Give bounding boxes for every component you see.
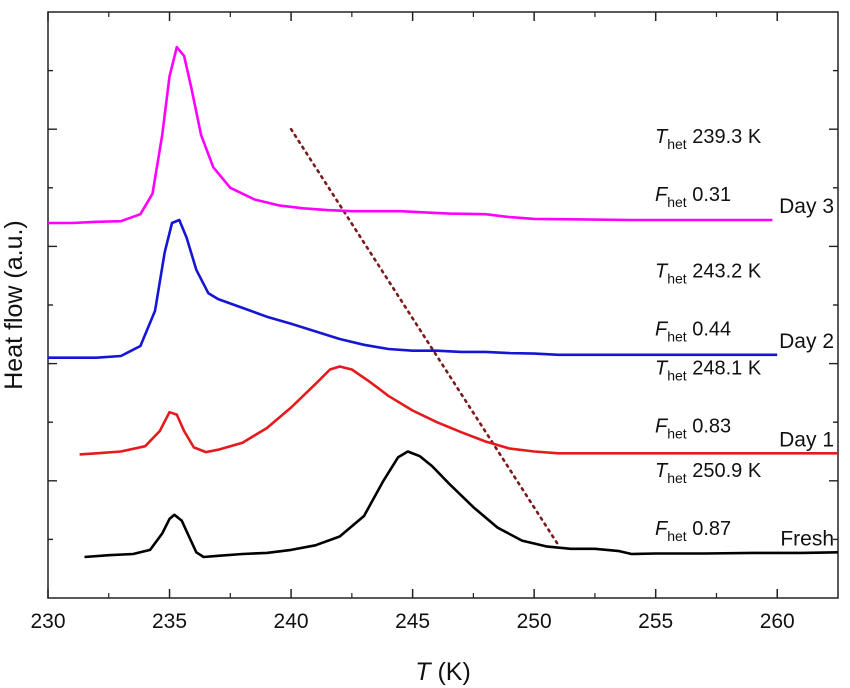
series-line-fresh [84, 450, 839, 559]
series-group: Fresh Day 1 Day 2 Day 3 [48, 45, 839, 559]
series-line-day-1 [79, 365, 838, 456]
x-tick-label: 260 [760, 610, 795, 633]
y-axis-title: Heat flow (a.u.) [0, 220, 28, 390]
series-label: Fresh [780, 527, 834, 550]
annotation-f-het: Fhet 0.44 [655, 319, 731, 345]
annotation-t-het: Thet 248.1 K [655, 357, 762, 383]
x-tick-label: 255 [638, 610, 673, 633]
x-axis-title: T (K) [415, 658, 471, 686]
annotation-t-het: Thet 239.3 K [655, 126, 762, 152]
series-label: Day 2 [779, 330, 834, 353]
annotation-f-het: Fhet 0.87 [655, 518, 731, 544]
x-tick-label: 250 [517, 610, 552, 633]
series-label: Day 1 [779, 428, 834, 451]
x-tick-label: 235 [152, 610, 187, 633]
x-axis-symbol: T [415, 658, 432, 686]
annotation-t-het: Thet 250.9 K [655, 460, 762, 486]
annotation-f-het: Fhet 0.31 [655, 184, 731, 210]
trend-dotted-line [289, 127, 560, 547]
annotation-f-het: Fhet 0.83 [655, 415, 731, 441]
x-axis-unit: (K) [431, 658, 471, 686]
trend-line-group [289, 127, 560, 547]
annotation-t-het: Thet 243.2 K [655, 261, 762, 287]
annotation-group: Thet 239.3 K Fhet 0.31 Thet 243.2 K Fhet 0.… [655, 126, 762, 544]
x-tick-label: 240 [274, 610, 309, 633]
series-label: Day 3 [779, 195, 834, 218]
axes: 230 235 240 245 250 255 260 [30, 11, 839, 633]
x-tick-label: 230 [30, 610, 65, 633]
series-line-day-3 [48, 45, 773, 225]
x-tick-label: 245 [395, 610, 430, 633]
series-line-day-2 [48, 218, 778, 359]
